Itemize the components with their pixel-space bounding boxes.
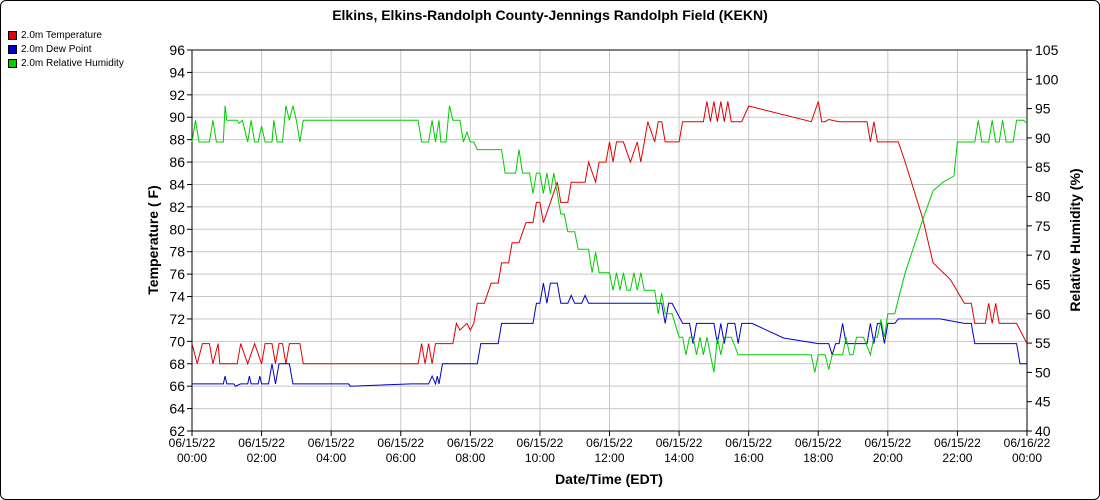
x-tick-date: 06/15/22: [238, 436, 285, 450]
x-tick-date: 06/15/22: [864, 436, 911, 450]
x-tick-time: 00:00: [177, 451, 207, 465]
right-tick-label: 60: [1035, 306, 1051, 322]
legend-item-relative-humidity: 2.0m Relative Humidity: [8, 56, 124, 70]
left-tick-label: 74: [169, 289, 185, 305]
right-tick-label: 80: [1035, 189, 1051, 205]
x-tick-date: 06/15/22: [447, 436, 494, 450]
x-axis-label: Date/Time (EDT): [555, 471, 663, 487]
left-tick-label: 92: [169, 87, 185, 103]
x-tick-date: 06/15/22: [656, 436, 703, 450]
x-tick-time: 10:00: [525, 451, 555, 465]
series-layer: [191, 101, 1028, 387]
right-tick-label: 65: [1035, 276, 1051, 292]
grid-lines: [191, 49, 1028, 432]
x-tick-date: 06/16/22: [1004, 436, 1051, 450]
x-tick-date: 06/15/22: [795, 436, 842, 450]
left-tick-label: 80: [169, 221, 185, 237]
x-axis-ticks: 06/15/2200:0006/15/2202:0006/15/2204:000…: [169, 431, 1051, 465]
x-tick-time: 18:00: [803, 451, 833, 465]
left-tick-label: 72: [169, 311, 185, 327]
left-axis-ticks: 62 64 66 68 70 72 74 76 78 80 82 84 86 88 90 92 94 96: [169, 42, 192, 439]
x-tick-time: 02:00: [247, 451, 277, 465]
legend-swatch-relative-humidity: [8, 58, 17, 68]
chart-title: Elkins, Elkins-Randolph County-Jennings …: [332, 7, 768, 23]
left-tick-label: 84: [169, 176, 185, 192]
right-tick-label: 75: [1035, 218, 1051, 234]
legend-swatch-temperature: [8, 30, 17, 40]
left-tick-label: 94: [169, 64, 185, 80]
dew-point-line: [192, 282, 1027, 387]
left-tick-label: 78: [169, 244, 185, 260]
left-tick-label: 90: [169, 109, 185, 125]
legend-label-temperature: 2.0m Temperature: [21, 29, 102, 41]
right-tick-label: 70: [1035, 247, 1051, 263]
legend-swatch-dew-point: [8, 44, 17, 54]
y-axis-left-label: Temperature ( F): [145, 185, 161, 294]
y-axis-right-label: Relative Humidity (%): [1067, 168, 1083, 311]
left-tick-label: 70: [169, 333, 185, 349]
x-tick-date: 06/15/22: [377, 436, 424, 450]
legend-item-dew-point: 2.0m Dew Point: [8, 42, 124, 56]
x-tick-time: 20:00: [873, 451, 903, 465]
x-tick-time: 08:00: [455, 451, 485, 465]
legend-item-temperature: 2.0m Temperature: [8, 28, 124, 42]
temperature-line: [191, 101, 1028, 366]
right-tick-label: 100: [1035, 71, 1059, 87]
right-tick-label: 90: [1035, 130, 1051, 146]
right-tick-label: 85: [1035, 159, 1051, 175]
left-tick-label: 76: [169, 266, 185, 282]
left-tick-label: 68: [169, 356, 185, 372]
x-tick-time: 14:00: [664, 451, 694, 465]
x-tick-date: 06/15/22: [517, 436, 564, 450]
left-tick-label: 62: [169, 423, 185, 439]
relative-humidity-line: [191, 105, 1028, 373]
x-tick-time: 00:00: [1012, 451, 1042, 465]
right-tick-label: 50: [1035, 364, 1051, 380]
left-tick-label: 64: [169, 401, 185, 417]
left-tick-label: 66: [169, 378, 185, 394]
legend: 2.0m Temperature 2.0m Dew Point 2.0m Rel…: [8, 28, 124, 70]
right-tick-label: 40: [1035, 423, 1051, 439]
x-tick-date: 06/15/22: [169, 436, 216, 450]
x-tick-time: 12:00: [594, 451, 624, 465]
x-tick-date: 06/15/22: [725, 436, 772, 450]
right-tick-label: 45: [1035, 394, 1051, 410]
x-tick-time: 22:00: [942, 451, 972, 465]
right-tick-label: 105: [1035, 42, 1059, 58]
x-tick-time: 04:00: [316, 451, 346, 465]
legend-label-dew-point: 2.0m Dew Point: [21, 43, 92, 55]
right-tick-label: 55: [1035, 335, 1051, 351]
x-tick-date: 06/15/22: [308, 436, 355, 450]
right-axis-ticks: 40 45 50 55 60 65 70 75 80 85 90 95 100 105: [1027, 42, 1059, 439]
left-tick-label: 82: [169, 199, 185, 215]
right-tick-label: 95: [1035, 101, 1051, 117]
left-tick-label: 86: [169, 154, 185, 170]
legend-label-relative-humidity: 2.0m Relative Humidity: [21, 57, 124, 69]
x-tick-date: 06/15/22: [934, 436, 981, 450]
left-tick-label: 96: [169, 42, 185, 58]
x-tick-date: 06/15/22: [586, 436, 633, 450]
left-tick-label: 88: [169, 132, 185, 148]
x-tick-time: 16:00: [734, 451, 764, 465]
x-tick-time: 06:00: [386, 451, 416, 465]
